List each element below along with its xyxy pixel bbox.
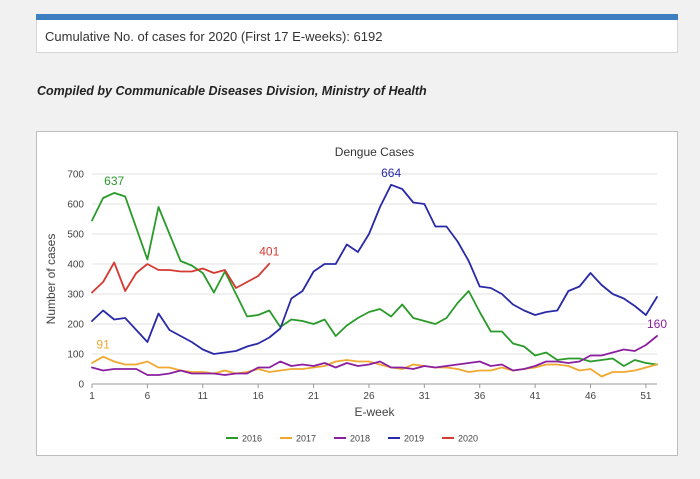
source-credit: Compiled by Communicable Diseases Divisi… bbox=[37, 84, 427, 98]
annotation-91: 91 bbox=[96, 338, 110, 352]
chart-title: Dengue Cases bbox=[335, 145, 414, 159]
summary-box: Cumulative No. of cases for 2020 (First … bbox=[36, 20, 678, 53]
y-tick-label-100: 100 bbox=[67, 350, 84, 361]
series-line-2018 bbox=[91, 335, 658, 376]
y-tick-label-600: 600 bbox=[67, 200, 84, 211]
series-line-2016 bbox=[91, 192, 658, 367]
series-line-2017 bbox=[91, 355, 658, 378]
chart-panel: Dengue Cases 0 100 200 300 400 500 600 700 1 6 11 16… bbox=[36, 131, 678, 456]
header-accent-bar bbox=[36, 14, 678, 20]
x-tick-label-41: 41 bbox=[530, 391, 542, 402]
y-tick-label-300: 300 bbox=[67, 290, 84, 301]
x-tick-label-6: 6 bbox=[145, 391, 151, 402]
series-line-2019 bbox=[91, 183, 658, 355]
legend-label-2018: 2018 bbox=[350, 434, 370, 444]
y-tick-label-400: 400 bbox=[67, 260, 84, 271]
x-axis-label: E-week bbox=[354, 405, 395, 419]
x-tick-label-36: 36 bbox=[474, 391, 486, 402]
y-tick-label-200: 200 bbox=[67, 320, 84, 331]
y-tick-label-700: 700 bbox=[67, 170, 84, 181]
x-tick-label-51: 51 bbox=[640, 391, 652, 402]
y-tick-label-500: 500 bbox=[67, 230, 84, 241]
x-tick-label-1: 1 bbox=[89, 391, 95, 402]
annotation-160: 160 bbox=[647, 317, 667, 331]
cumulative-cases-text: Cumulative No. of cases for 2020 (First … bbox=[45, 29, 383, 44]
legend-label-2019: 2019 bbox=[404, 434, 424, 444]
annotation-637: 637 bbox=[104, 174, 124, 188]
x-tick-label-26: 26 bbox=[363, 391, 375, 402]
annotation-664: 664 bbox=[381, 166, 401, 180]
x-tick-label-31: 31 bbox=[419, 391, 431, 402]
x-tick-label-46: 46 bbox=[585, 391, 597, 402]
legend-label-2017: 2017 bbox=[296, 434, 316, 444]
x-tick-label-11: 11 bbox=[198, 391, 209, 402]
series-line-2020 bbox=[91, 261, 271, 294]
y-axis-label: Number of cases bbox=[44, 234, 58, 325]
legend-label-2020: 2020 bbox=[458, 434, 478, 444]
y-tick-label-0: 0 bbox=[78, 380, 84, 391]
x-tick-label-16: 16 bbox=[253, 391, 265, 402]
x-tick-label-21: 21 bbox=[308, 391, 320, 402]
annotation-401: 401 bbox=[259, 245, 279, 259]
legend-label-2016: 2016 bbox=[242, 434, 262, 444]
